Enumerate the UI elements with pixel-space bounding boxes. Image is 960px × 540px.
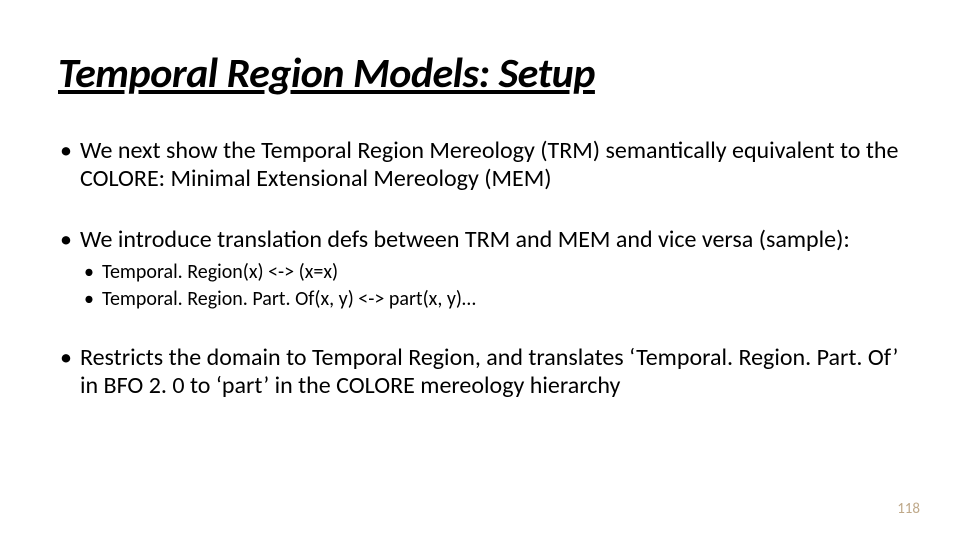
- list-item: Restricts the domain to Temporal Region,…: [58, 344, 902, 401]
- bullet-text: Restricts the domain to Temporal Region,…: [80, 343, 898, 400]
- list-item: We introduce translation defs between TR…: [58, 226, 902, 312]
- bullet-list: We next show the Temporal Region Mereolo…: [58, 137, 902, 401]
- bullet-text: We next show the Temporal Region Mereolo…: [80, 136, 898, 193]
- list-item: We next show the Temporal Region Mereolo…: [58, 137, 902, 194]
- bullet-text: We introduce translation defs between TR…: [80, 225, 850, 254]
- slide: Temporal Region Models: Setup We next sh…: [0, 0, 960, 540]
- sub-bullet-text: Temporal. Region. Part. Of(x, y) <-> par…: [102, 287, 476, 311]
- page-number: 118: [897, 500, 920, 518]
- sub-bullet-text: Temporal. Region(x) <-> (x=x): [102, 260, 338, 284]
- list-item: Temporal. Region(x) <-> (x=x): [80, 260, 902, 285]
- list-item: Temporal. Region. Part. Of(x, y) <-> par…: [80, 287, 902, 312]
- sub-bullet-list: Temporal. Region(x) <-> (x=x) Temporal. …: [80, 260, 902, 312]
- slide-title: Temporal Region Models: Setup: [58, 48, 902, 99]
